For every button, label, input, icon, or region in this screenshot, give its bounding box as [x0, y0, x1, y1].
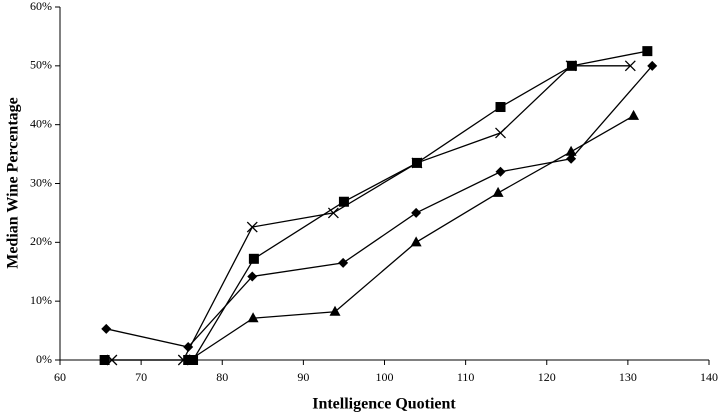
- y-tick-label: 10%: [30, 293, 52, 307]
- marker-diamond: [566, 153, 577, 164]
- marker-cross: [495, 127, 506, 139]
- marker-cross: [106, 354, 118, 366]
- marker-square: [248, 253, 259, 264]
- y-tick-label: 20%: [30, 234, 52, 248]
- x-tick-label: 70: [135, 370, 147, 384]
- y-tick-label: 40%: [30, 116, 52, 130]
- x-tick-label: 130: [619, 370, 637, 384]
- x-tick-label: 60: [54, 370, 66, 384]
- marker-triangle: [410, 236, 422, 247]
- marker-triangle: [184, 354, 196, 364]
- x-tick-label: 140: [700, 370, 718, 384]
- x-tick-label: 110: [457, 370, 475, 384]
- marker-triangle: [492, 186, 504, 197]
- marker-diamond: [647, 60, 658, 71]
- marker-square: [642, 46, 653, 57]
- marker-diamond: [101, 323, 112, 334]
- y-tick-label: 50%: [30, 58, 52, 72]
- marker-cross: [411, 157, 423, 169]
- x-tick-label: 80: [216, 370, 228, 384]
- x-tick-label: 120: [538, 370, 556, 384]
- marker-square: [495, 102, 506, 113]
- marker-diamond: [411, 207, 422, 218]
- series-line: [189, 115, 634, 361]
- marker-triangle: [329, 305, 341, 316]
- y-axis-label: Median Wine Percentage: [5, 97, 22, 269]
- y-tick-label: 0%: [36, 352, 52, 366]
- marker-cross: [565, 60, 577, 72]
- marker-square: [338, 196, 349, 207]
- series-line: [106, 65, 653, 348]
- marker-square: [99, 355, 110, 365]
- marker-triangle: [628, 109, 640, 120]
- marker-triangle: [565, 145, 577, 156]
- series-line: [104, 50, 648, 361]
- x-axis-label: Intelligence Quotient: [312, 396, 456, 413]
- marker-diamond: [338, 257, 349, 268]
- y-tick-label: 30%: [30, 175, 52, 189]
- marker-triangle: [247, 312, 259, 323]
- x-tick-label: 90: [297, 370, 309, 384]
- x-tick-label: 100: [376, 370, 394, 384]
- marker-cross: [624, 60, 636, 72]
- y-tick-label: 60%: [30, 0, 52, 13]
- series-line: [111, 65, 631, 361]
- marker-cross: [327, 207, 339, 219]
- marker-diamond: [495, 166, 506, 177]
- marker-cross: [246, 221, 258, 233]
- marker-diamond: [247, 271, 258, 282]
